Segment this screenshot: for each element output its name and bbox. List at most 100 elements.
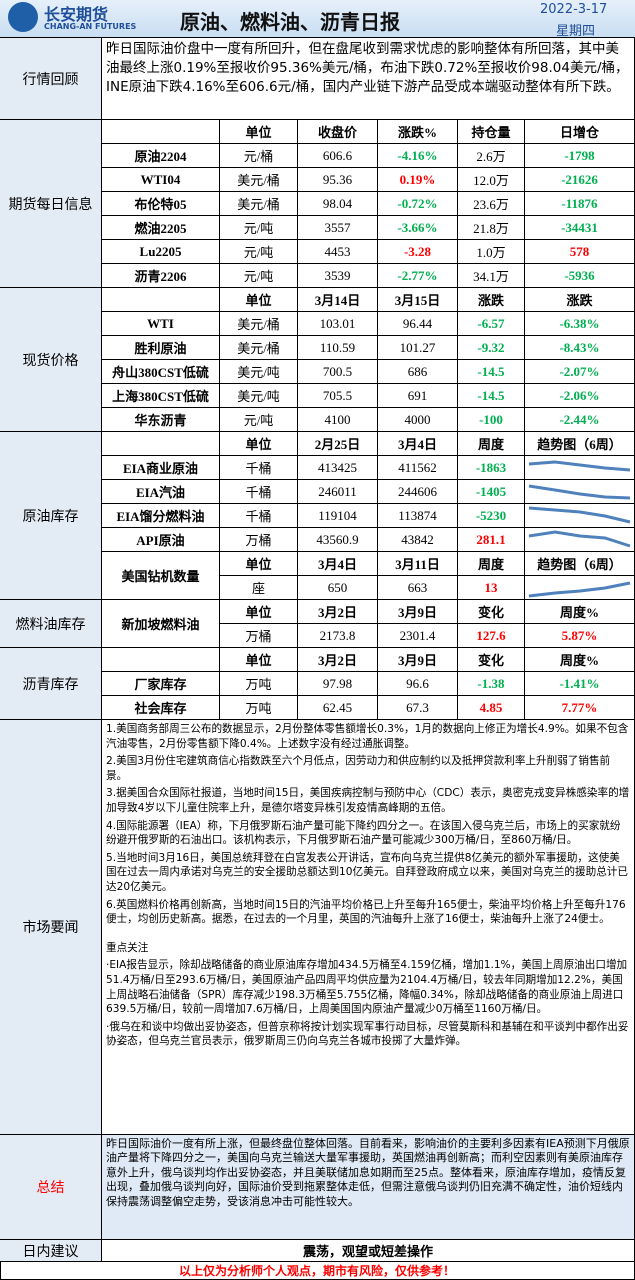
data-cell: -3.66% <box>378 216 458 240</box>
column-header: 涨跌 <box>525 288 635 312</box>
sparkline <box>528 506 631 524</box>
news-paragraph: 2.美国3月份住宅建筑商信心指数跌至六个月低点，因劳动力和供应制约以及抵押贷款利… <box>106 755 611 782</box>
data-cell: -1.38 <box>458 672 525 696</box>
data-cell: -2.44% <box>525 408 635 432</box>
data-cell: 119104 <box>298 504 378 528</box>
data-cell: 21.8万 <box>458 216 525 240</box>
report-header: 长安期货 CHANG-AN FUTURES 原油、燃料油、沥青日报 2022-3… <box>0 0 635 39</box>
news-paragraph: ·俄乌在和谈中均做出妥协姿态，但普京称将按计划实现军事行动目标，尽管莫斯科和基辅… <box>106 1020 629 1048</box>
column-header: 3月4日 <box>378 432 458 456</box>
data-cell: 元/吨 <box>220 264 298 288</box>
column-header: 3月2日 <box>298 648 378 672</box>
data-cell: 万桶 <box>220 528 298 552</box>
row-name: 新加坡燃料油 <box>102 600 220 648</box>
data-cell: -4.16% <box>378 144 458 168</box>
news-paragraph: 4.国际能源署（IEA）称，下月俄罗斯石油产量可能下降约四分之一。在该国入侵乌克… <box>106 819 621 847</box>
report-date: 2022-3-17 <box>540 2 608 17</box>
data-cell: 97.98 <box>298 672 378 696</box>
summary-text: 昨日国际油价一度有所上涨，但最终盘位整体回落。目前看来，影响油价的主要利多因素有… <box>102 1135 635 1240</box>
blank-cell <box>102 432 220 456</box>
column-header: 周度% <box>525 648 635 672</box>
column-header: 周度% <box>525 600 635 624</box>
row-name: EIA汽油 <box>102 480 220 504</box>
column-header: 日增仓 <box>525 120 635 144</box>
data-cell: 606.6 <box>298 144 378 168</box>
column-header: 变化 <box>458 600 525 624</box>
column-header: 3月9日 <box>378 648 458 672</box>
row-name: 上海380CST低硫 <box>102 384 220 408</box>
logo-icon <box>8 2 38 32</box>
data-cell: 705.5 <box>298 384 378 408</box>
data-cell: 43560.9 <box>298 528 378 552</box>
data-cell: 元/吨 <box>220 240 298 264</box>
news-paragraph: ·EIA报告显示，除却战略储备的商业原油库存增加434.5万桶至4.159亿桶，… <box>106 959 628 1016</box>
data-cell: -6.57 <box>458 312 525 336</box>
data-cell: 34.1万 <box>458 264 525 288</box>
column-header: 涨跌 <box>458 288 525 312</box>
data-cell: -11876 <box>525 192 635 216</box>
data-cell: 413425 <box>298 456 378 480</box>
column-header: 3月4日 <box>298 552 378 576</box>
rig-sparkline <box>528 581 631 598</box>
data-cell: 5.87% <box>525 624 635 648</box>
data-cell: 千桶 <box>220 480 298 504</box>
row-name: WTI <box>102 312 220 336</box>
section-label: 日内建议 <box>0 1240 102 1262</box>
column-header: 3月9日 <box>378 600 458 624</box>
row-name: 厂家库存 <box>102 672 220 696</box>
column-header: 涨跌% <box>378 120 458 144</box>
data-cell: -21626 <box>525 168 635 192</box>
data-cell: 元/桶 <box>220 144 298 168</box>
sparkline <box>528 581 631 598</box>
data-cell: 4.85 <box>458 696 525 720</box>
data-cell: 美元/吨 <box>220 360 298 384</box>
sparkline <box>528 460 631 472</box>
data-cell: 96.6 <box>378 672 458 696</box>
section-label: 沥青库存 <box>0 648 102 720</box>
column-header: 持仓量 <box>458 120 525 144</box>
data-cell: 13 <box>458 576 525 600</box>
data-cell: -1405 <box>458 480 525 504</box>
data-cell: 700.5 <box>298 360 378 384</box>
data-cell: 686 <box>378 360 458 384</box>
logo-cn: 长安期货 <box>44 5 109 24</box>
data-cell: 4100 <box>298 408 378 432</box>
data-cell: 43842 <box>378 528 458 552</box>
data-cell: 113874 <box>378 504 458 528</box>
data-cell: 美元/桶 <box>220 168 298 192</box>
data-cell: -3.28 <box>378 240 458 264</box>
column-header: 单位 <box>220 600 298 624</box>
row-name: 胜利原油 <box>102 336 220 360</box>
data-cell: 元/吨 <box>220 408 298 432</box>
column-header: 单位 <box>220 552 298 576</box>
data-cell: 3557 <box>298 216 378 240</box>
logo-en: CHANG-AN FUTURES <box>44 22 137 31</box>
data-cell: 246011 <box>298 480 378 504</box>
data-cell: -34431 <box>525 216 635 240</box>
data-cell: -1.41% <box>525 672 635 696</box>
column-header: 2月25日 <box>298 432 378 456</box>
blank-cell <box>102 648 220 672</box>
data-cell: -9.32 <box>458 336 525 360</box>
data-cell: 千桶 <box>220 504 298 528</box>
data-cell: -5936 <box>525 264 635 288</box>
sparkline <box>528 530 631 548</box>
data-cell: 12.0万 <box>458 168 525 192</box>
data-cell: 663 <box>378 576 458 600</box>
report-weekday: 星期四 <box>556 24 596 39</box>
data-cell: 元/吨 <box>220 216 298 240</box>
data-cell: 281.1 <box>458 528 525 552</box>
data-cell: 4000 <box>378 408 458 432</box>
section-label: 现货价格 <box>0 288 102 432</box>
data-cell: 2173.8 <box>298 624 378 648</box>
sparkline <box>528 484 631 500</box>
data-cell: 千桶 <box>220 456 298 480</box>
data-cell: 23.6万 <box>458 192 525 216</box>
column-header: 变化 <box>458 648 525 672</box>
row-name: 布伦特05 <box>102 192 220 216</box>
footer-note: 以上仅为分析师个人观点，期市有风险，仅供参考！ <box>0 1262 635 1280</box>
data-cell: -2.07% <box>525 360 635 384</box>
data-cell: 96.44 <box>378 312 458 336</box>
column-header: 单位 <box>220 288 298 312</box>
row-name: 华东沥青 <box>102 408 220 432</box>
